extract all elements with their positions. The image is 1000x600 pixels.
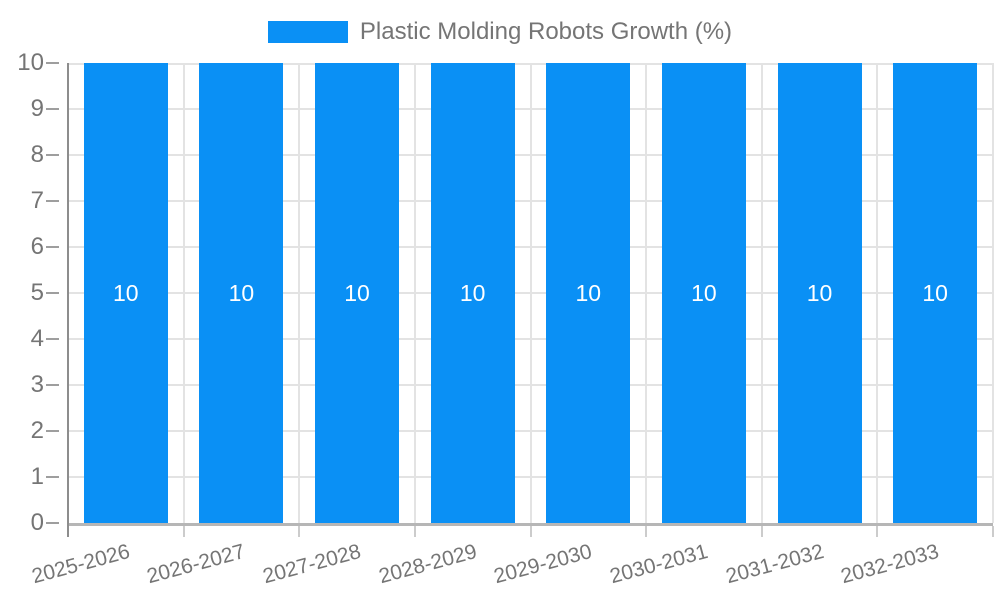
plot-area: 10 10 10 10 10 bbox=[67, 63, 994, 537]
gridline-vertical bbox=[760, 63, 763, 523]
category-cell: 10 bbox=[877, 63, 993, 523]
bar: 10 bbox=[83, 63, 168, 523]
bar-value-label: 10 bbox=[922, 280, 948, 306]
category-cell: 10 bbox=[299, 63, 415, 523]
y-axis-tick-label: 5 bbox=[30, 279, 44, 306]
y-tick-mark bbox=[46, 476, 59, 478]
y-axis-labels: 10 9 8 7 6 5 4 3 2 1 0 bbox=[0, 50, 44, 536]
y-tick-mark bbox=[46, 108, 59, 110]
x-axis-tick-label: 2031-2032 bbox=[722, 540, 826, 589]
bar: 10 bbox=[777, 63, 862, 523]
x-tick-mark bbox=[413, 526, 416, 537]
x-axis-tick-label: 2026-2027 bbox=[143, 540, 247, 589]
x-axis-tick-label: 2032-2033 bbox=[837, 540, 941, 589]
y-axis-tick-label: 4 bbox=[30, 325, 44, 352]
y-axis-tick-marks bbox=[46, 62, 59, 524]
x-tick-mark bbox=[529, 526, 532, 537]
legend-label[interactable]: Plastic Molding Robots Growth (%) bbox=[359, 18, 733, 45]
y-tick-mark bbox=[46, 246, 59, 248]
bar-value-label: 10 bbox=[228, 280, 255, 306]
gridline-vertical bbox=[876, 63, 879, 523]
bar-value-label: 10 bbox=[344, 280, 370, 306]
category-cell: 10 bbox=[531, 63, 647, 523]
gridline-vertical bbox=[645, 63, 648, 523]
x-tick-mark bbox=[760, 526, 763, 537]
y-tick-mark bbox=[46, 522, 59, 524]
gridline-vertical bbox=[992, 63, 994, 523]
y-axis-tick-label: 0 bbox=[30, 509, 44, 536]
y-axis-tick-label: 9 bbox=[30, 95, 44, 122]
x-tick-mark bbox=[182, 526, 185, 537]
y-tick-mark bbox=[46, 292, 59, 294]
bar-value-label: 10 bbox=[691, 280, 717, 306]
bar: 10 bbox=[199, 63, 284, 523]
x-axis-tick-label: 2030-2031 bbox=[606, 540, 710, 589]
y-tick-mark bbox=[46, 62, 59, 64]
y-axis-tick-label: 10 bbox=[17, 49, 44, 76]
y-axis-tick-label: 8 bbox=[30, 141, 44, 168]
y-tick-mark bbox=[46, 384, 59, 386]
category-cell: 10 bbox=[646, 63, 762, 523]
y-tick-mark bbox=[46, 430, 59, 432]
bar: 10 bbox=[893, 63, 978, 523]
category-cell: 10 bbox=[762, 63, 878, 523]
y-axis-tick-label: 6 bbox=[30, 233, 44, 260]
y-tick-mark bbox=[46, 154, 59, 156]
x-tick-mark bbox=[876, 526, 879, 537]
x-axis-tick-label: 2025-2026 bbox=[28, 540, 132, 589]
x-tick-mark bbox=[645, 526, 648, 537]
y-axis-tick-label: 1 bbox=[30, 463, 44, 490]
bar-value-label: 10 bbox=[575, 280, 602, 306]
gridline-vertical bbox=[182, 63, 185, 523]
legend: Plastic Molding Robots Growth (%) bbox=[0, 19, 1000, 45]
category-cell: 10 bbox=[184, 63, 300, 523]
y-axis-tick-label: 2 bbox=[30, 417, 44, 444]
y-axis-tick-label: 3 bbox=[30, 371, 44, 398]
category-cell: 10 bbox=[68, 63, 184, 523]
legend-swatch[interactable] bbox=[267, 21, 348, 43]
bar-value-label: 10 bbox=[113, 280, 139, 306]
bar: 10 bbox=[430, 63, 515, 523]
bar-value-label: 10 bbox=[459, 280, 486, 306]
gridline-vertical bbox=[413, 63, 416, 523]
y-tick-mark bbox=[46, 200, 59, 202]
y-axis-tick-label: 7 bbox=[30, 187, 44, 214]
category-cell: 10 bbox=[415, 63, 531, 523]
gridline-vertical bbox=[529, 63, 532, 523]
bar: 10 bbox=[661, 63, 746, 523]
x-axis-tick-label: 2028-2029 bbox=[375, 540, 479, 589]
x-axis-tick-label: 2027-2028 bbox=[259, 540, 363, 589]
x-axis-tick-label: 2029-2030 bbox=[490, 540, 594, 589]
bar: 10 bbox=[546, 63, 631, 523]
y-axis-line bbox=[67, 63, 69, 537]
bar-series: 10 10 10 10 10 bbox=[68, 63, 993, 523]
x-tick-mark bbox=[298, 526, 301, 537]
x-axis-labels: 2025-2026 2026-2027 2027-2028 2028-2029 … bbox=[29, 540, 993, 595]
x-tick-mark bbox=[992, 526, 994, 537]
y-tick-mark bbox=[46, 338, 59, 340]
bar-value-label: 10 bbox=[806, 280, 833, 306]
bar: 10 bbox=[315, 63, 400, 523]
x-axis-tick-marks bbox=[67, 526, 994, 537]
gridline-vertical bbox=[298, 63, 301, 523]
